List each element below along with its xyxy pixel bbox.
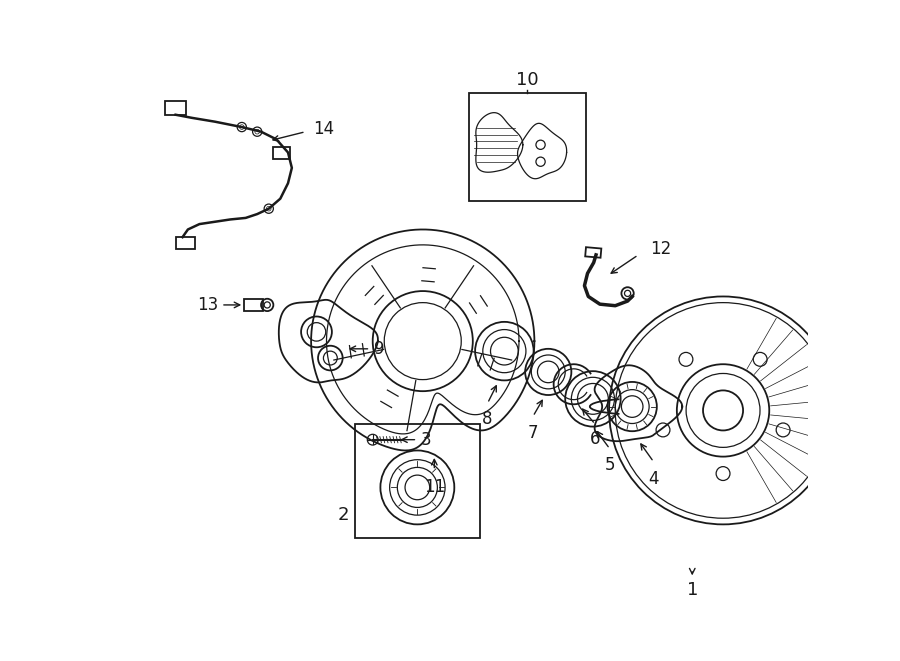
Text: 6: 6 — [590, 430, 600, 448]
Bar — [176, 237, 194, 249]
Bar — [355, 424, 480, 538]
Text: 14: 14 — [313, 120, 335, 138]
Bar — [244, 299, 263, 311]
Text: 8: 8 — [482, 410, 492, 428]
Text: 4: 4 — [649, 470, 659, 488]
Text: 10: 10 — [517, 71, 539, 89]
Text: 9: 9 — [374, 340, 385, 358]
Bar — [585, 247, 601, 258]
Text: 5: 5 — [605, 456, 615, 474]
Text: 3: 3 — [420, 431, 431, 449]
Text: 13: 13 — [197, 296, 218, 314]
Bar — [273, 147, 290, 159]
Text: 7: 7 — [527, 424, 538, 442]
Bar — [469, 93, 586, 201]
Bar — [165, 101, 186, 115]
Text: 11: 11 — [424, 478, 445, 496]
Text: 2: 2 — [338, 506, 349, 524]
Text: 1: 1 — [687, 582, 698, 600]
Text: 12: 12 — [650, 240, 671, 258]
